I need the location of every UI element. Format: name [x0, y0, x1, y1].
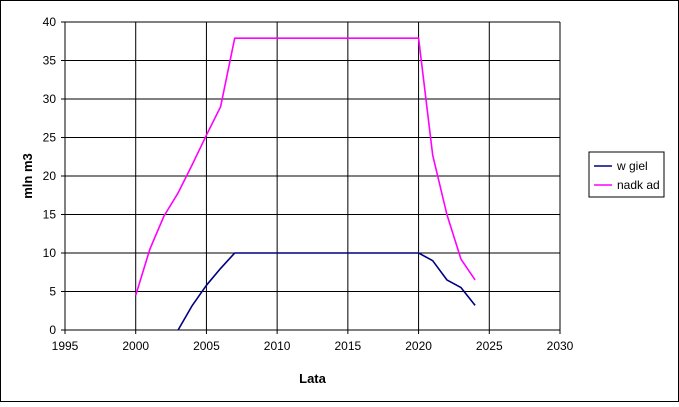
y-tick-label-4: 20	[43, 169, 57, 183]
x-tick-label-2: 2005	[193, 339, 220, 353]
y-tick-label-6: 30	[43, 92, 57, 106]
series-line-0	[177, 252, 476, 331]
legend-box	[588, 151, 665, 198]
x-axis-label: Lata	[299, 371, 327, 386]
legend-label-1: nadk ad	[617, 178, 660, 192]
series-lines	[134, 37, 476, 331]
x-tick-label-7: 2030	[547, 339, 574, 353]
x-tick-label-6: 2025	[476, 339, 503, 353]
series-line-1	[134, 37, 476, 296]
y-tick-label-2: 10	[43, 246, 57, 260]
tick-labels: 1995 2000 2005 2010 2015 2020 2025 203005101520…	[43, 15, 574, 353]
y-tick-label-3: 15	[43, 208, 57, 222]
x-tick-label-3: 2010	[264, 339, 291, 353]
y-tick-label-5: 25	[43, 131, 57, 145]
grid-lines	[64, 21, 561, 331]
legend: w giel nadk ad	[588, 151, 665, 198]
legend-label-0: w giel	[616, 159, 648, 173]
y-tick-label-7: 35	[43, 54, 57, 68]
x-tick-label-4: 2015	[335, 339, 362, 353]
y-axis-label: mln m3	[20, 153, 35, 199]
axes	[61, 21, 561, 334]
x-tick-label-5: 2020	[405, 339, 432, 353]
y-tick-label-0: 0	[49, 323, 56, 337]
x-tick-label-0: 1995	[52, 339, 79, 353]
y-tick-label-1: 5	[49, 285, 56, 299]
y-tick-label-8: 40	[43, 15, 57, 29]
x-tick-label-1: 2000	[122, 339, 149, 353]
